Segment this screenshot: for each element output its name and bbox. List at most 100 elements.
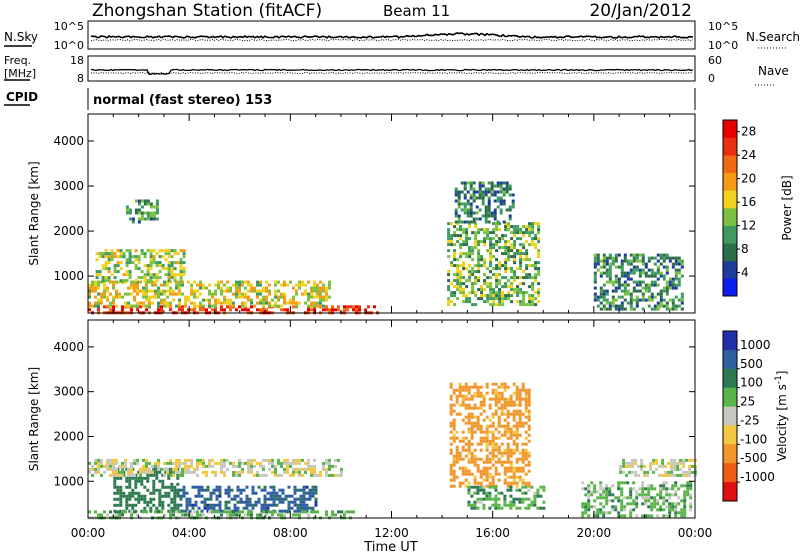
power-cell <box>456 288 460 292</box>
velocity-cell <box>497 385 501 389</box>
power-cell <box>325 292 328 296</box>
velocity-cell <box>128 509 132 513</box>
velocity-cell <box>467 430 471 434</box>
power-cell <box>471 303 475 307</box>
velocity-cell <box>631 470 635 474</box>
power-cell <box>680 295 684 299</box>
power-cell <box>155 205 159 209</box>
power-cell <box>495 285 499 289</box>
velocity-cell <box>506 460 510 464</box>
power-cell <box>459 237 463 241</box>
power-cell <box>493 208 497 212</box>
power-cell <box>133 286 136 290</box>
power-cell <box>316 292 319 296</box>
velocity-cell <box>533 503 537 507</box>
velocity-cell <box>494 503 498 507</box>
velocity-cell <box>269 491 273 495</box>
velocity-cell <box>449 469 453 473</box>
velocity-cell <box>305 497 309 501</box>
velocity-cell <box>689 493 693 497</box>
power-cell <box>499 190 503 194</box>
velocity-cell <box>452 454 456 458</box>
power-cell <box>490 214 494 218</box>
power-cell <box>155 252 159 256</box>
velocity-cell <box>602 514 606 518</box>
velocity-cell <box>119 476 123 480</box>
power-cell <box>477 267 481 271</box>
power-cell <box>459 282 463 286</box>
velocity-cell <box>239 500 243 504</box>
velocity-cell <box>260 506 264 510</box>
velocity-cell <box>302 494 306 498</box>
velocity-cell <box>155 467 159 471</box>
velocity-cell <box>137 476 141 480</box>
velocity-cell <box>187 458 190 462</box>
velocity-cell <box>662 514 666 518</box>
power-cell <box>623 271 627 275</box>
power-cell <box>158 264 162 268</box>
power-cell <box>88 283 91 287</box>
velocity-cell <box>485 385 489 389</box>
power-cell <box>653 283 657 287</box>
power-cell <box>112 295 115 299</box>
velocity-cell <box>119 491 123 495</box>
velocity-cell <box>482 394 486 398</box>
velocity-cell <box>127 473 130 477</box>
power-cell <box>95 252 99 256</box>
velocity-cell <box>497 451 501 455</box>
power-cell <box>325 298 328 302</box>
power-cell <box>510 285 514 289</box>
velocity-cell <box>608 490 612 494</box>
velocity-cell <box>620 490 624 494</box>
velocity-cell <box>130 513 133 517</box>
nsearch-label: N.Search <box>746 30 800 44</box>
power-cell <box>638 253 642 257</box>
power-cell <box>487 199 491 203</box>
power-cell <box>510 282 514 286</box>
power-cell <box>295 289 298 293</box>
power-cell <box>217 301 220 305</box>
velocity-cell <box>536 488 540 492</box>
power-cell <box>450 264 454 268</box>
power-cell <box>235 286 238 290</box>
velocity-cell <box>304 510 307 514</box>
velocity-cell <box>587 496 591 500</box>
velocity-cell <box>308 506 312 510</box>
power-cell <box>181 305 184 309</box>
power-cell <box>121 308 124 312</box>
power-cell <box>659 304 663 308</box>
power-cell <box>493 211 497 215</box>
power-cell <box>493 184 497 188</box>
velocity-cell <box>197 494 201 498</box>
velocity-cell <box>256 461 259 465</box>
velocity-cell <box>488 472 492 476</box>
power-cell <box>677 280 681 284</box>
velocity-cell <box>196 464 199 468</box>
velocity-cell <box>176 473 180 477</box>
velocity-cell <box>593 505 597 509</box>
power-cell <box>355 305 358 309</box>
velocity-cell <box>661 461 665 465</box>
velocity-cell <box>211 464 214 468</box>
velocity-cell <box>503 406 507 410</box>
power-cell <box>596 295 600 299</box>
velocity-cell <box>175 470 178 474</box>
velocity-cell <box>467 469 471 473</box>
power-cell <box>528 228 532 232</box>
velocity-cell <box>476 488 480 492</box>
power-cell <box>510 300 514 304</box>
velocity-cell <box>650 496 654 500</box>
power-cell <box>659 301 663 305</box>
velocity-cell <box>587 484 591 488</box>
velocity-cell <box>668 502 672 506</box>
power-cell <box>528 222 532 226</box>
power-cell <box>91 289 94 293</box>
power-cell <box>623 292 627 296</box>
power-cell <box>199 286 202 290</box>
velocity-cell <box>121 510 124 514</box>
velocity-cell <box>133 458 136 462</box>
velocity-cell <box>241 510 244 514</box>
power-cell <box>167 273 171 277</box>
power-cell <box>599 286 603 290</box>
